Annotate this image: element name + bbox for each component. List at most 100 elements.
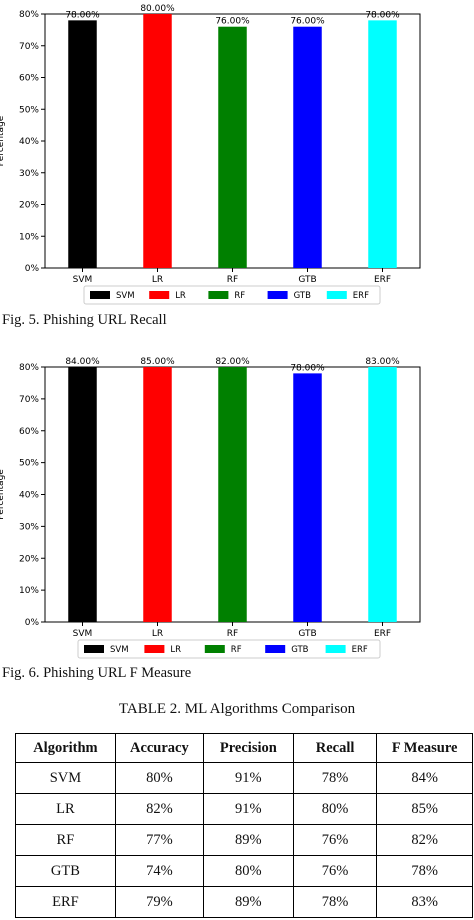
legend-swatch: [149, 291, 170, 299]
legend-box: [83, 285, 381, 305]
legend-label: SVM: [110, 645, 129, 655]
x-tick-label: SVM: [73, 275, 93, 285]
table-cell: 79%: [114, 886, 204, 918]
legend-label: RF: [234, 291, 245, 301]
table-cell: 78%: [292, 886, 378, 918]
bar: [68, 367, 97, 622]
table-cell: LR: [15, 793, 116, 825]
y-tick-label: 70%: [19, 42, 39, 52]
table-cell: 82%: [114, 793, 204, 825]
table-cell: RF: [15, 824, 116, 856]
x-tick-label: RF: [227, 275, 238, 285]
table-cell: 84%: [376, 762, 473, 794]
y-tick-label: 0%: [25, 618, 40, 628]
legend-swatch: [265, 645, 286, 653]
table-row: ERF 79% 89% 78% 83%: [15, 886, 473, 918]
table-cell: 77%: [114, 824, 204, 856]
y-axis-label: Percentage: [0, 115, 6, 166]
y-tick-label: 30%: [19, 522, 39, 532]
table-cell: 74%: [114, 855, 204, 887]
bar: [143, 14, 172, 268]
x-tick-label: GTB: [298, 629, 316, 639]
x-tick-label: LR: [152, 275, 163, 285]
legend-swatch: [90, 291, 110, 299]
y-tick-label: 50%: [19, 459, 39, 469]
col-header-precision: Precision: [202, 733, 294, 763]
table-cell: 89%: [202, 824, 294, 856]
y-tick-label: 60%: [19, 74, 39, 84]
x-tick-label: ERF: [374, 275, 391, 285]
x-tick-label: RF: [227, 629, 238, 639]
bar: [143, 367, 172, 622]
comparison-table: Algorithm Accuracy Precision Recall F Me…: [15, 733, 473, 918]
legend-label: SVM: [116, 291, 135, 301]
y-tick-label: 70%: [19, 395, 39, 405]
table-cell: ERF: [15, 886, 116, 918]
y-tick-label: 10%: [19, 586, 39, 596]
col-header-recall: Recall: [292, 733, 378, 763]
y-tick-label: 80%: [19, 10, 39, 20]
table-cell: 80%: [114, 762, 204, 794]
bar-value-label: 83.00%: [365, 357, 400, 367]
legend-label: GTB: [294, 291, 311, 301]
fig6-caption: Fig. 6. Phishing URL F Measure: [2, 665, 192, 681]
x-tick-label: ERF: [374, 629, 391, 639]
bar: [293, 373, 322, 622]
table-header-row: Algorithm Accuracy Precision Recall F Me…: [15, 733, 473, 763]
table-title: TABLE 2. ML Algorithms Comparison: [118, 701, 356, 717]
y-tick-label: 10%: [19, 232, 39, 242]
table-row: RF 77% 89% 76% 82%: [15, 824, 473, 856]
bar-value-label: 82.00%: [215, 357, 250, 367]
table-cell: SVM: [15, 762, 116, 794]
legend-label: RF: [231, 645, 242, 655]
y-tick-label: 20%: [19, 554, 39, 564]
y-tick-label: 30%: [19, 169, 39, 179]
bar: [293, 26, 322, 269]
table-cell: 78%: [292, 762, 378, 794]
table-row: LR 82% 91% 80% 85%: [15, 793, 473, 825]
bar-value-label: 76.00%: [290, 17, 325, 27]
legend-label: ERF: [353, 291, 369, 301]
table-cell: 85%: [376, 793, 473, 825]
y-tick-label: 40%: [19, 137, 39, 147]
f-measure-bar-chart: 0% 10% 20% 30% 40% 50% 60% 70% 80% Percentage 84.0…: [0, 357, 421, 659]
y-tick-label: 60%: [19, 427, 39, 437]
bar: [68, 20, 97, 268]
table-cell: 76%: [292, 855, 378, 887]
table-cell: GTB: [15, 855, 116, 887]
y-tick-label: 20%: [19, 201, 39, 211]
legend-label: ERF: [352, 645, 368, 655]
table-cell: 89%: [202, 886, 294, 918]
legend-swatch: [84, 645, 104, 653]
x-tick-label: GTB: [298, 275, 316, 285]
table-row: SVM 80% 91% 78% 84%: [15, 762, 473, 794]
col-header-accuracy: Accuracy: [114, 733, 204, 763]
x-tick-label: LR: [152, 629, 163, 639]
col-header-f-measure: F Measure: [376, 733, 473, 763]
table-cell: 76%: [292, 824, 378, 856]
y-tick-label: 50%: [19, 105, 39, 115]
y-tick-label: 0%: [25, 264, 40, 274]
bar: [218, 367, 247, 622]
legend-swatch: [326, 291, 347, 299]
table-cell: 91%: [202, 762, 294, 794]
y-axis-label: Percentage: [0, 469, 6, 520]
table-cell: 80%: [292, 793, 378, 825]
legend-swatch: [144, 645, 165, 653]
legend-swatch: [267, 291, 288, 299]
bar-value-label: 78.00%: [65, 10, 100, 20]
recall-bar-chart: 0% 10% 20% 30% 40% 50% 60% 70% 80% Percentage 78.0…: [0, 4, 421, 305]
legend-swatch: [204, 645, 225, 653]
legend-swatch: [325, 645, 346, 653]
table-cell: 80%: [202, 855, 294, 887]
x-tick-label: SVM: [73, 629, 93, 639]
legend-label: LR: [170, 645, 181, 655]
legend-label: GTB: [291, 645, 308, 655]
bar-value-label: 78.00%: [290, 363, 325, 373]
bar: [368, 367, 397, 622]
table-cell: 83%: [376, 886, 473, 918]
bar-value-label: 76.00%: [215, 17, 250, 27]
bar-value-label: 78.00%: [365, 10, 400, 20]
y-tick-label: 80%: [19, 363, 39, 373]
bar: [218, 26, 247, 269]
